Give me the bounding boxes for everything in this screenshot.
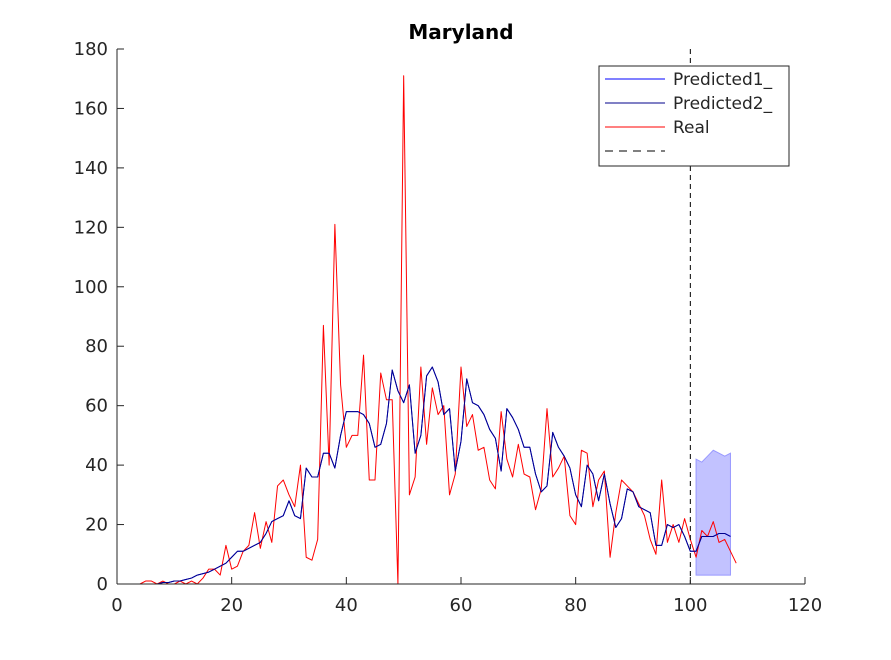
legend-label-1: Predicted2_ (673, 94, 773, 114)
y-tick-label: 20 (85, 515, 108, 536)
y-tick-label: 0 (97, 574, 108, 595)
y-tick-label: 160 (74, 98, 108, 119)
legend-label-0: Predicted1_ (673, 70, 773, 90)
x-tick-label: 0 (111, 595, 122, 616)
y-tick-label: 180 (74, 39, 108, 60)
chart-title: Maryland (408, 20, 513, 44)
axes-layer: 0 20 40 60 80 100 120 0 20 40 60 80 100 120 140 160 180 (74, 39, 823, 616)
y-tick-label: 100 (74, 277, 108, 298)
y-tick-label: 60 (85, 396, 108, 417)
confidence-band-layer (695, 449, 731, 576)
x-tick-label: 40 (335, 595, 358, 616)
series-line-1 (122, 366, 731, 585)
series-lines-layer (122, 49, 737, 585)
x-tick-label: 60 (450, 595, 473, 616)
confidence-band (695, 449, 731, 576)
legend-box (598, 65, 790, 167)
y-tick-label: 140 (74, 158, 108, 179)
x-tick-label: 100 (673, 595, 707, 616)
legend: Predicted1_ Predicted2_ Real (598, 65, 790, 167)
legend-label-2: Real (673, 118, 710, 138)
x-tick-label: 20 (220, 595, 243, 616)
y-tick-label: 80 (85, 336, 108, 357)
y-tick-label: 40 (85, 455, 108, 476)
x-tick-label: 120 (788, 595, 822, 616)
y-tick-label: 120 (74, 217, 108, 238)
x-tick-label: 80 (564, 595, 587, 616)
